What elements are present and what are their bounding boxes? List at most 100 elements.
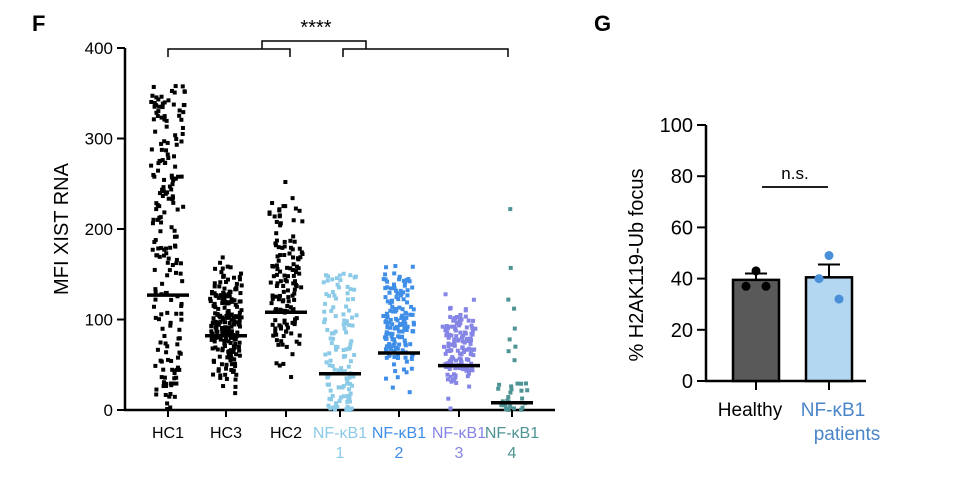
data-point <box>401 290 406 295</box>
data-point <box>162 177 167 182</box>
data-point <box>297 208 302 213</box>
data-point <box>216 306 221 311</box>
data-point <box>229 317 234 322</box>
data-point <box>277 207 282 212</box>
data-point <box>217 354 222 359</box>
data-point <box>270 201 275 206</box>
data-point <box>169 88 174 93</box>
data-point <box>834 294 844 304</box>
data-point <box>463 307 468 312</box>
data-point <box>347 387 352 392</box>
data-point <box>329 397 334 402</box>
data-point <box>411 320 416 325</box>
x-tick-label: NF-κB1 <box>485 425 539 442</box>
bar <box>731 278 781 383</box>
data-point <box>220 301 225 306</box>
data-point <box>285 303 290 308</box>
data-point <box>327 363 332 368</box>
data-point <box>212 337 217 342</box>
data-point <box>150 247 155 252</box>
data-point <box>161 253 166 258</box>
data-point <box>352 352 357 357</box>
data-point <box>161 384 166 389</box>
data-point <box>156 168 161 173</box>
data-point <box>391 309 396 314</box>
data-point <box>151 217 156 222</box>
data-point <box>334 276 339 281</box>
data-point <box>446 335 451 340</box>
data-point <box>453 326 458 331</box>
data-point <box>297 246 302 251</box>
data-point <box>411 307 416 312</box>
data-point <box>152 240 157 245</box>
data-point <box>173 176 178 181</box>
data-point <box>335 282 340 287</box>
y-tick-label: 200 <box>85 220 113 239</box>
x-tick-label: HC3 <box>210 425 242 442</box>
data-point <box>329 341 334 346</box>
data-point <box>172 90 177 95</box>
data-point <box>348 287 353 292</box>
data-point <box>297 271 302 276</box>
data-point <box>233 361 238 366</box>
data-point <box>519 388 524 393</box>
data-point <box>178 271 183 276</box>
data-point <box>409 366 414 371</box>
data-point <box>326 375 331 380</box>
data-point <box>174 257 179 262</box>
data-point <box>330 277 335 282</box>
data-point <box>347 395 352 400</box>
data-point <box>216 367 221 372</box>
data-point <box>274 219 279 224</box>
data-point <box>397 277 402 282</box>
data-point <box>283 204 288 209</box>
data-point <box>440 324 445 329</box>
data-point <box>325 278 330 283</box>
data-point <box>341 354 346 359</box>
data-point <box>384 347 389 352</box>
data-point <box>449 333 454 338</box>
data-point <box>151 117 156 122</box>
data-point <box>160 158 165 163</box>
data-point <box>328 388 333 393</box>
data-point <box>177 350 182 355</box>
data-point <box>153 363 158 368</box>
data-point <box>520 405 525 410</box>
data-point <box>445 348 450 353</box>
data-point <box>446 332 451 337</box>
data-point <box>233 377 238 382</box>
data-point <box>294 339 299 344</box>
data-point <box>212 284 217 289</box>
significance-label: **** <box>300 17 331 39</box>
data-point <box>453 358 458 363</box>
data-point <box>410 353 415 358</box>
data-point <box>403 341 408 346</box>
data-point <box>153 289 158 294</box>
data-point <box>162 160 167 165</box>
data-point <box>177 113 182 118</box>
data-point <box>154 110 159 115</box>
data-point <box>175 342 180 347</box>
data-point <box>454 314 459 319</box>
data-point <box>229 329 234 334</box>
data-point <box>333 296 338 301</box>
data-point <box>348 399 353 404</box>
data-point <box>165 260 170 265</box>
data-point <box>347 375 352 380</box>
data-point <box>291 307 296 312</box>
data-point <box>408 342 413 347</box>
data-point <box>462 330 467 335</box>
data-point <box>403 355 408 360</box>
data-point <box>173 84 178 89</box>
data-point <box>174 270 179 275</box>
data-point <box>237 348 242 353</box>
y-tick-label: 0 <box>682 371 693 393</box>
data-point <box>337 273 342 278</box>
data-point <box>504 406 509 411</box>
data-point <box>237 310 242 315</box>
data-point <box>391 343 396 348</box>
data-point <box>233 302 238 307</box>
data-point <box>329 308 334 313</box>
data-point <box>271 274 276 279</box>
data-point <box>456 323 461 328</box>
